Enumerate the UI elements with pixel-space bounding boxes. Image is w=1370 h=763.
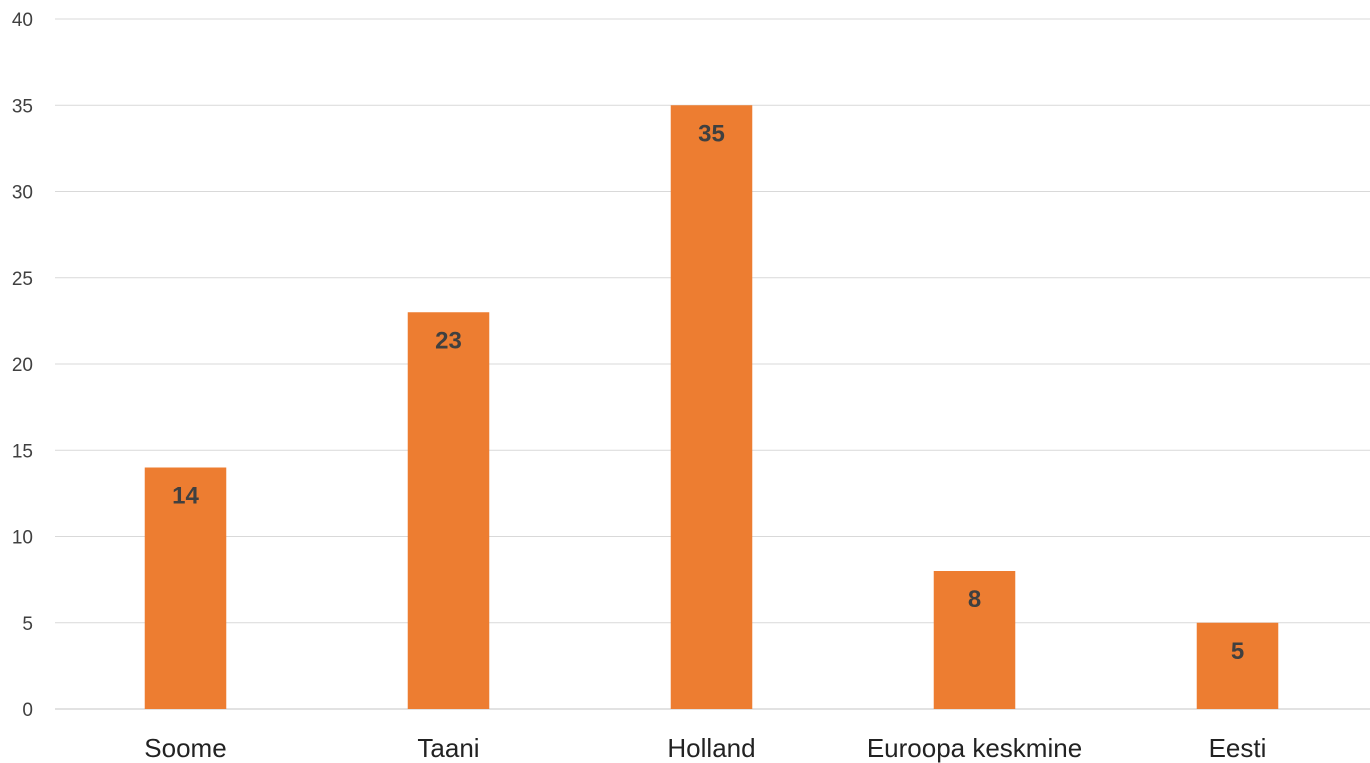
data-label: 35 — [698, 120, 725, 147]
y-tick-label: 20 — [12, 355, 33, 376]
x-category-label: Eesti — [1209, 733, 1267, 763]
x-category-label: Taani — [417, 733, 479, 763]
x-category-label: Euroopa keskmine — [867, 733, 1082, 763]
data-label: 8 — [968, 586, 981, 613]
bars — [144, 105, 1279, 709]
y-tick-label: 5 — [22, 614, 33, 635]
bar-euroopa-keskmine — [933, 571, 1016, 709]
y-axis-tick-labels: 0 5 10 15 20 25 30 35 40 — [12, 10, 33, 721]
y-tick-label: 35 — [12, 96, 33, 117]
x-category-label: Soome — [144, 733, 226, 763]
y-tick-label: 40 — [12, 10, 33, 31]
y-tick-label: 0 — [22, 700, 33, 721]
data-label: 14 — [172, 483, 199, 510]
y-tick-label: 10 — [12, 528, 33, 549]
bar-eesti — [1196, 622, 1279, 709]
y-tick-label: 25 — [12, 269, 33, 290]
data-label: 23 — [435, 327, 462, 354]
bar-holland — [670, 105, 753, 709]
y-tick-label: 30 — [12, 183, 33, 204]
x-category-label: Holland — [667, 733, 755, 763]
x-axis-category-labels: Soome Taani Holland Euroopa keskmine Eesti — [144, 733, 1266, 763]
data-label: 5 — [1231, 638, 1244, 665]
bar-soome — [144, 467, 227, 709]
y-tick-label: 15 — [12, 441, 33, 462]
bar-taani — [407, 312, 490, 709]
data-labels: 14 23 35 8 5 — [172, 120, 1244, 665]
